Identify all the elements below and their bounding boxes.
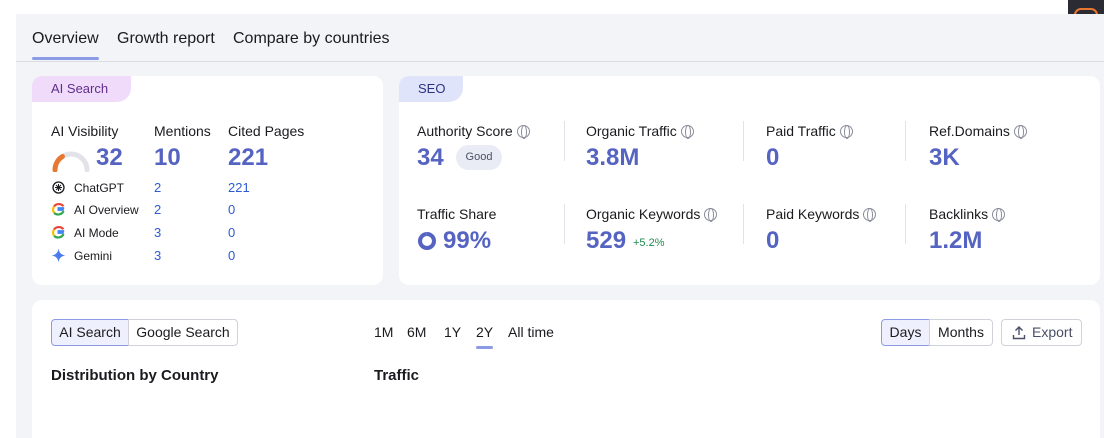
mentions-value: 10 — [154, 144, 181, 171]
visibility-gauge-icon — [52, 151, 90, 172]
export-label: Export — [1032, 324, 1073, 340]
divider — [564, 204, 565, 244]
globe-icon — [839, 125, 853, 139]
mentions-label: Mentions — [154, 123, 211, 139]
ref-domains-value: 3K — [929, 144, 960, 171]
row-cited-ai-overview: 0 — [228, 202, 236, 217]
authority-badge: Good — [456, 145, 502, 170]
divider — [905, 121, 906, 161]
seo-tag: SEO — [399, 76, 463, 102]
paid-traffic-label: Paid Traffic — [766, 123, 853, 139]
ai-visibility-label: AI Visibility — [51, 123, 119, 139]
globe-icon — [992, 208, 1006, 222]
gemini-icon — [51, 248, 66, 263]
row-cited-gemini: 0 — [228, 248, 236, 263]
globe-icon — [680, 125, 694, 139]
divider — [743, 204, 744, 244]
granularity-days[interactable]: Days — [881, 319, 930, 346]
row-cited-ai-mode: 0 — [228, 225, 236, 240]
ref-domains-label: Ref.Domains — [929, 123, 1027, 139]
ai-search-tag: AI Search — [32, 76, 131, 102]
authority-score-label: Authority Score — [417, 123, 530, 139]
row-mentions-ai-overview: 2 — [154, 202, 162, 217]
period-2y[interactable]: 2Y — [476, 324, 494, 349]
tab-growth-report[interactable]: Growth report — [117, 30, 215, 47]
period-1y[interactable]: 1Y — [444, 324, 462, 340]
paid-keywords-label: Paid Keywords — [766, 206, 877, 222]
row-mentions-gemini: 3 — [154, 248, 162, 263]
traffic-share-donut-icon — [418, 232, 436, 250]
row-mentions-ai-mode: 3 — [154, 225, 162, 240]
tab-bar: Overview Growth report Compare by countr… — [16, 14, 1104, 62]
organic-keywords-label: Organic Keywords — [586, 206, 718, 222]
google-icon — [52, 202, 65, 216]
traffic-title: Traffic — [374, 367, 420, 384]
row-cited-chatgpt: 221 — [228, 180, 250, 195]
ai-visibility-value: 32 — [96, 144, 123, 171]
organic-traffic-label: Organic Traffic — [586, 123, 694, 139]
top-band — [0, 0, 1104, 14]
source-toggle-google-search[interactable]: Google Search — [128, 319, 238, 346]
divider — [905, 204, 906, 244]
export-icon — [1012, 326, 1026, 340]
period-6m[interactable]: 6M — [407, 324, 427, 340]
globe-icon — [516, 125, 530, 139]
period-all-time[interactable]: All time — [508, 324, 554, 340]
tab-compare-by-countries[interactable]: Compare by countries — [233, 30, 390, 47]
granularity-months[interactable]: Months — [929, 319, 993, 346]
source-toggle-ai-search[interactable]: AI Search — [51, 319, 129, 346]
row-name-ai-overview: AI Overview — [74, 203, 139, 217]
export-button[interactable]: Export — [1001, 319, 1082, 346]
divider — [743, 121, 744, 161]
google-icon — [52, 225, 65, 239]
backlinks-label: Backlinks — [929, 206, 1006, 222]
globe-icon — [704, 208, 718, 222]
cited-pages-value: 221 — [228, 144, 269, 171]
backlinks-value: 1.2M — [929, 227, 983, 254]
chatgpt-icon — [52, 181, 65, 194]
seo-card: SEO Authority Score 34 Organic Traffic 3… — [399, 76, 1100, 285]
organic-keywords-change: +5.2% — [633, 237, 665, 249]
globe-icon — [1013, 125, 1027, 139]
organic-traffic-value: 3.8M — [586, 144, 640, 171]
globe-icon — [863, 208, 877, 222]
divider — [564, 121, 565, 161]
ai-search-card: AI Search AI Visibility Mentions Cited P… — [32, 76, 383, 285]
cited-pages-label: Cited Pages — [228, 123, 305, 139]
tab-overview[interactable]: Overview — [32, 30, 99, 60]
paid-traffic-value: 0 — [766, 144, 780, 171]
traffic-share-value: 99% — [443, 227, 492, 254]
authority-score-value: 34 — [417, 144, 444, 171]
paid-keywords-value: 0 — [766, 227, 780, 254]
row-mentions-chatgpt: 2 — [154, 180, 162, 195]
row-name-chatgpt: ChatGPT — [74, 181, 125, 195]
row-name-ai-mode: AI Mode — [74, 226, 119, 240]
distribution-by-country-title: Distribution by Country — [51, 367, 219, 384]
row-name-gemini: Gemini — [74, 249, 113, 263]
organic-keywords-value: 529 — [586, 227, 627, 254]
period-1m[interactable]: 1M — [374, 324, 394, 340]
traffic-share-label: Traffic Share — [417, 206, 497, 222]
